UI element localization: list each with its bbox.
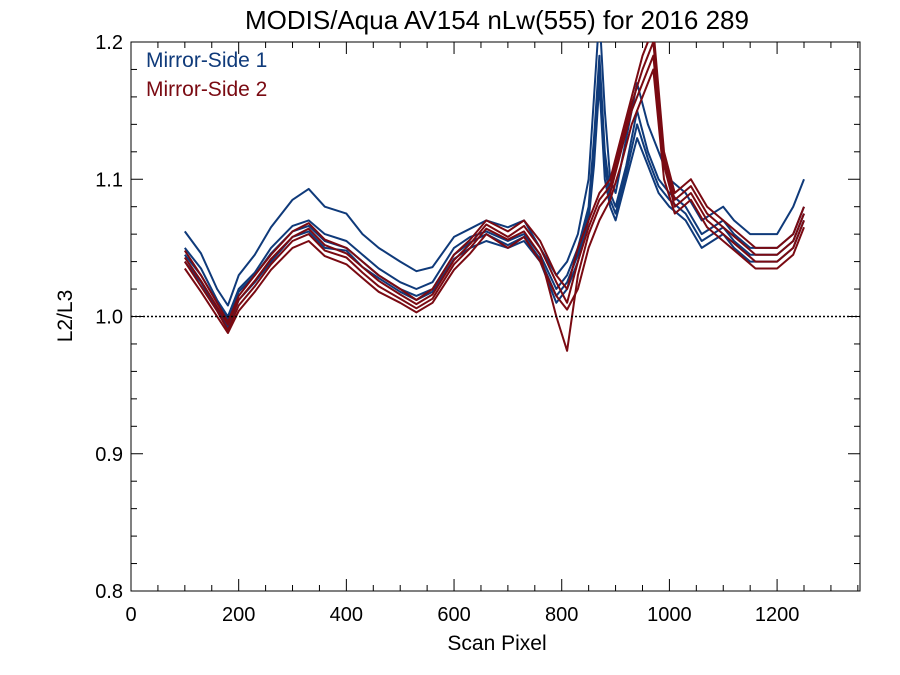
legend: Mirror-Side 1 Mirror-Side 2	[146, 49, 267, 101]
mirror-side-2-line	[183, 54, 805, 352]
y-tick-label: 1.2	[95, 32, 123, 54]
mirror-side-1-line	[184, 54, 805, 318]
y-tick-label: 0.8	[95, 581, 123, 603]
x-tick-label: 1000	[647, 604, 692, 626]
x-tick-label: 0	[125, 604, 136, 626]
mirror-side-1-line	[184, 68, 805, 321]
y-axis-title: L2/L3	[54, 290, 77, 343]
legend-entry-mirror-side-1: Mirror-Side 1	[146, 49, 267, 72]
y-tick-label: 1.0	[95, 307, 123, 329]
data-lines	[183, 42, 805, 352]
x-tick-label: 600	[437, 604, 470, 626]
x-tick-label: 200	[222, 604, 255, 626]
x-tick-label: 800	[545, 604, 578, 626]
chart-title: MODIS/Aqua AV154 nLw(555) for 2016 289	[245, 5, 749, 35]
plot-area: 0 200 400 600 800 1000 1200 0.8 0.9 1.0 1.1 1.2	[95, 32, 861, 626]
x-tick-label: 1200	[755, 604, 800, 626]
mirror-side-2-line	[183, 42, 805, 326]
legend-entry-mirror-side-2: Mirror-Side 2	[146, 78, 267, 101]
y-tick-label: 0.9	[95, 444, 123, 466]
x-tick-label: 400	[330, 604, 363, 626]
mirror-side-1-line	[183, 42, 805, 307]
y-tick-label: 1.1	[95, 169, 123, 191]
mirror-side-2-line	[183, 42, 805, 323]
x-axis-title: Scan Pixel	[447, 632, 546, 655]
mirror-side-1-line	[184, 82, 805, 329]
mirror-side-2-line	[183, 68, 805, 334]
